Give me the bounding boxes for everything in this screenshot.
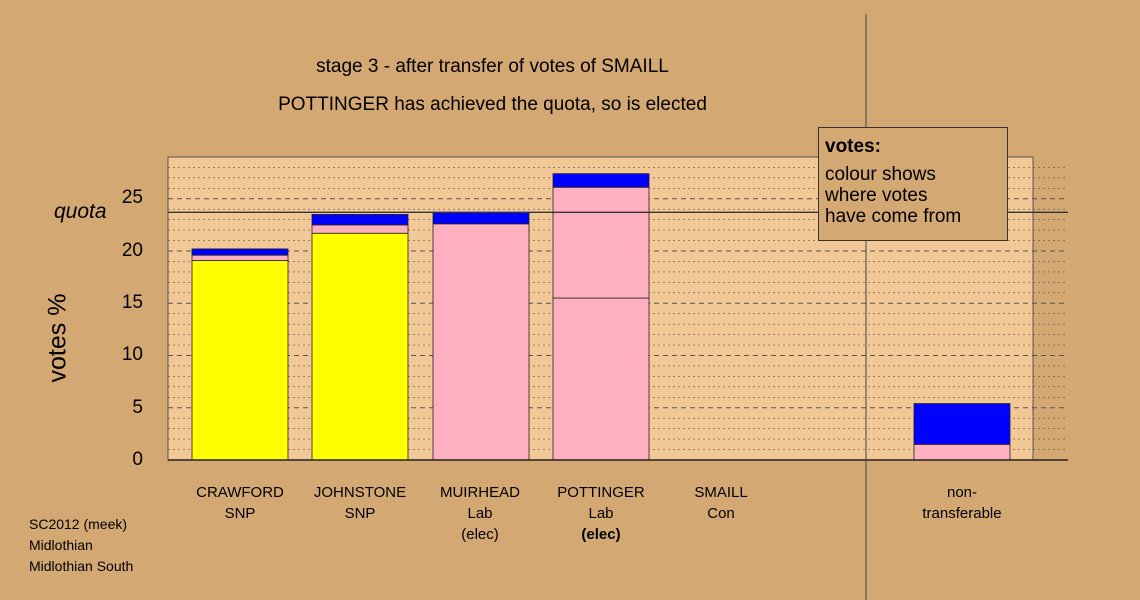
quota-label: quota <box>54 200 107 223</box>
candidate-party: Lab <box>588 505 614 522</box>
bar-segment-pottinger <box>552 297 650 461</box>
y-tick-label: 0 <box>132 449 143 470</box>
candidate-name: SMAILL <box>694 484 748 501</box>
y-tick-label: 5 <box>132 397 143 418</box>
bar-segment-johnstone <box>311 224 409 234</box>
bar-segment-pottinger <box>552 186 650 299</box>
bar-segment-pottinger <box>552 173 650 188</box>
candidate-name: MUIRHEAD <box>439 484 520 501</box>
bars <box>191 173 1011 461</box>
category-label-johnstone: JOHNSTONE SNP <box>295 482 425 524</box>
bar-segment-johnstone <box>311 232 409 461</box>
category-line: transferable <box>922 505 1002 522</box>
footer-line: SC2012 (meek) <box>29 516 128 532</box>
legend-line: have come from <box>825 206 962 227</box>
category-label-crawford: CRAWFORD SNP <box>175 482 305 524</box>
y-tick-label: 15 <box>121 292 143 313</box>
bar-segment-muirhead <box>432 223 530 461</box>
candidate-party: SNP <box>344 505 376 522</box>
footer-line: Midlothian <box>29 537 93 553</box>
candidate-name: JOHNSTONE <box>313 484 407 501</box>
candidate-name: CRAWFORD <box>196 484 284 501</box>
candidate-status: (elec) <box>461 526 499 543</box>
legend: votes: colour shows where votes have com… <box>818 127 1008 241</box>
chart-title: stage 3 - after transfer of votes of SMA… <box>316 56 669 77</box>
footer-line: Midlothian South <box>29 558 134 574</box>
candidate-party: Con <box>707 505 735 522</box>
category-label-smaill: SMAILL Con <box>656 482 786 524</box>
chart-subtitle: POTTINGER has achieved the quota, so is … <box>278 94 707 115</box>
footer-info: SC2012 (meek) Midlothian Midlothian Sout… <box>29 514 133 577</box>
bar-segment-non-transferable <box>913 443 1011 461</box>
candidate-party: Lab <box>467 505 493 522</box>
category-line: non- <box>946 484 978 501</box>
legend-line: colour shows <box>825 164 936 185</box>
bar-segment-johnstone <box>311 214 409 226</box>
category-label-pottinger: POTTINGER Lab (elec) <box>536 482 666 545</box>
candidate-status: (elec) <box>581 526 621 543</box>
category-label-nontransferable: non- transferable <box>897 482 1027 524</box>
bar-segment-crawford <box>191 260 289 461</box>
y-axis-label: votes % <box>43 293 72 383</box>
candidate-name: POTTINGER <box>557 484 645 501</box>
bar-segment-muirhead <box>432 211 530 225</box>
y-tick-label: 20 <box>121 240 143 261</box>
legend-title: votes: <box>825 136 881 157</box>
bar-segment-non-transferable <box>913 403 1011 445</box>
candidate-party: SNP <box>224 505 256 522</box>
bar-segment-crawford <box>191 254 289 261</box>
bar-segment-crawford <box>191 248 289 256</box>
y-tick-label: 25 <box>121 187 143 208</box>
y-tick-label: 10 <box>121 344 143 365</box>
legend-line: where votes <box>825 185 928 206</box>
category-label-muirhead: MUIRHEAD Lab (elec) <box>415 482 545 545</box>
